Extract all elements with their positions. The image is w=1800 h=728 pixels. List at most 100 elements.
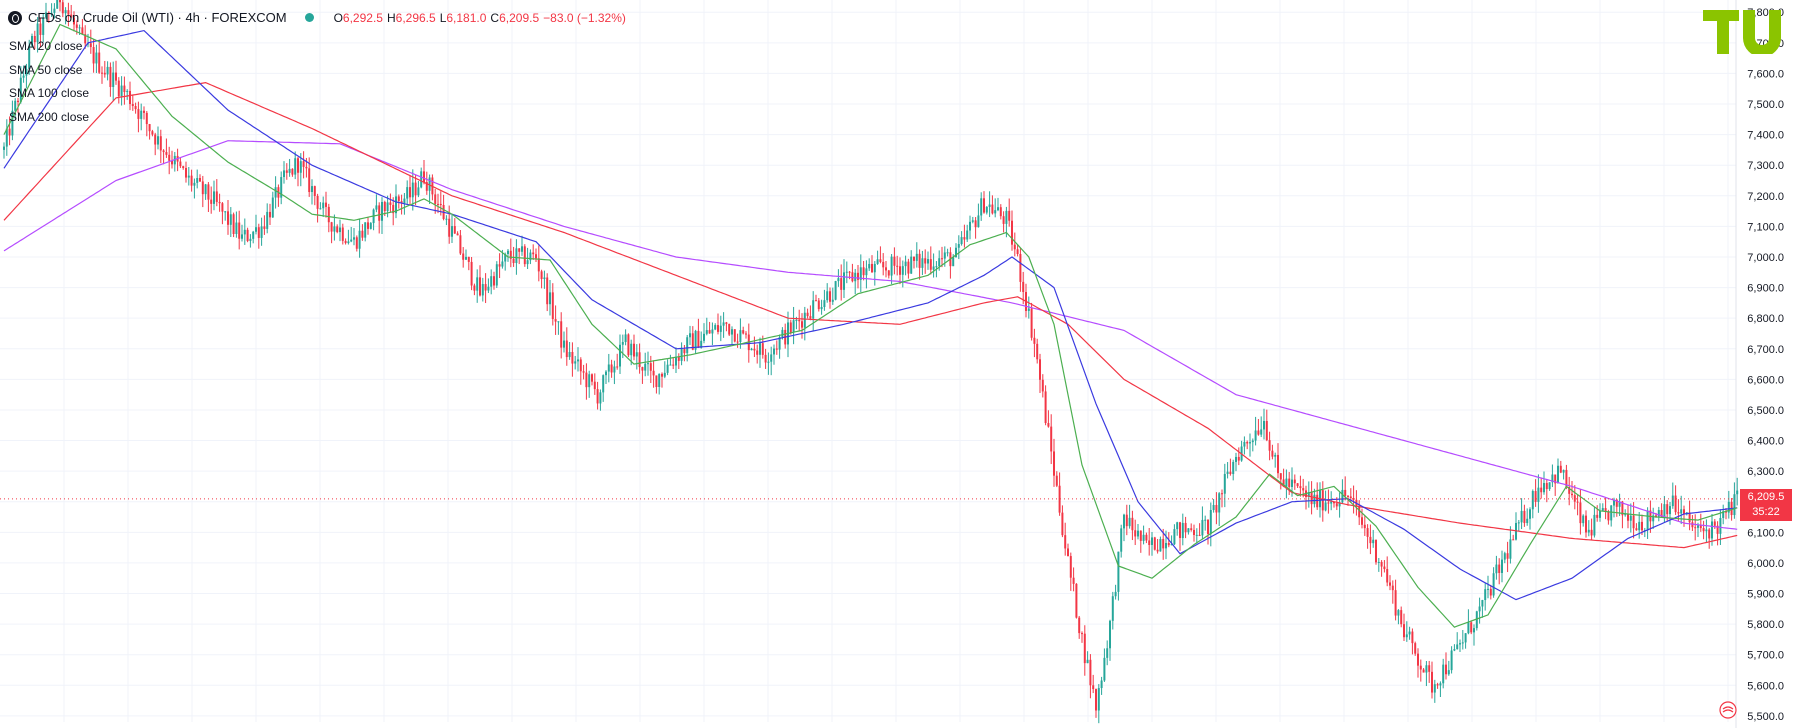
- y-tick-label: 6,000.0: [1747, 558, 1784, 570]
- candle-body: [1268, 440, 1271, 451]
- candle-body: [1349, 496, 1352, 499]
- candle-body: [991, 204, 994, 214]
- candle-body: [1372, 539, 1375, 544]
- candle-body: [235, 222, 238, 234]
- candle-body: [512, 258, 515, 264]
- candle-body: [148, 124, 151, 132]
- candle-body: [767, 361, 770, 363]
- candle-body: [1551, 474, 1554, 483]
- candle-body: [795, 319, 798, 321]
- ohlc-value: 6,209.5: [499, 10, 540, 25]
- candle-body: [717, 325, 719, 332]
- candle-body: [543, 277, 546, 280]
- candle-body: [243, 229, 246, 235]
- ohlc-key: C: [490, 10, 500, 25]
- candle-body: [425, 182, 428, 191]
- chart-settings-icon[interactable]: [1719, 701, 1737, 719]
- candle-body: [1125, 514, 1128, 527]
- candle-body: [347, 241, 350, 244]
- candle-body: [185, 167, 187, 178]
- candle-body: [1380, 561, 1383, 567]
- legend-sma20[interactable]: SMA 20 close: [9, 39, 83, 53]
- legend-sma200[interactable]: SMA 200 close: [9, 109, 90, 124]
- candle-body: [1120, 528, 1123, 552]
- candle-body: [1019, 253, 1022, 282]
- candle-body: [1694, 527, 1697, 529]
- candle-body: [14, 100, 17, 111]
- candle-body: [1638, 521, 1641, 531]
- candle-body: [1369, 536, 1372, 544]
- legend-sma50[interactable]: SMA 50 close: [9, 62, 83, 77]
- candle-body: [927, 259, 929, 264]
- candle-body: [843, 272, 845, 290]
- candle-body: [820, 307, 823, 310]
- candle-body: [112, 72, 115, 87]
- candle-body: [1246, 441, 1249, 444]
- candle-body: [229, 214, 232, 225]
- candle-body: [1503, 553, 1506, 560]
- candle-body: [806, 312, 809, 317]
- candle-body: [1181, 522, 1184, 539]
- candle-body: [932, 266, 935, 270]
- candle-body: [960, 237, 963, 245]
- candle-body: [448, 218, 451, 237]
- y-tick-label: 7,600.0: [1747, 68, 1784, 80]
- tradingview-logo-icon[interactable]: [1703, 10, 1789, 54]
- candle-body: [663, 372, 666, 377]
- candle-body: [781, 329, 784, 338]
- candle-body: [400, 201, 403, 204]
- candle-body: [831, 299, 834, 302]
- candle-body: [1341, 489, 1344, 503]
- candle-body: [367, 222, 369, 229]
- candle-body: [1377, 561, 1380, 563]
- candle-body: [1016, 249, 1019, 254]
- candle-body: [1137, 530, 1139, 537]
- candle-body: [563, 340, 565, 348]
- candle-body: [871, 263, 873, 273]
- ohlc-value: 6,296.5: [395, 10, 436, 25]
- y-tick-label: 7,300.0: [1747, 160, 1784, 172]
- candle-body: [1529, 509, 1531, 519]
- candle-body: [1419, 665, 1422, 670]
- candle-body: [1008, 210, 1011, 221]
- candle-body: [361, 230, 364, 238]
- candle-body: [269, 211, 271, 218]
- candle-body: [1212, 504, 1215, 510]
- candle-body: [1176, 522, 1179, 530]
- candle-body: [1559, 465, 1562, 473]
- candle-body: [1450, 650, 1453, 671]
- candle-body: [1134, 530, 1137, 537]
- candle-body: [1215, 504, 1218, 513]
- candle-body: [1447, 670, 1450, 675]
- candle-body: [299, 161, 302, 173]
- candle-body: [691, 333, 694, 350]
- candle-body: [955, 247, 957, 258]
- candle-body: [1265, 420, 1268, 441]
- candle-body: [1487, 588, 1489, 590]
- candle-body: [1299, 486, 1302, 489]
- candle-body: [397, 196, 400, 202]
- candle-body: [1691, 522, 1694, 528]
- candle-body: [274, 187, 277, 198]
- candle-body: [627, 334, 630, 356]
- candle-body: [1047, 423, 1050, 427]
- candle-body: [1389, 582, 1391, 586]
- legend-sma100[interactable]: SMA 100 close: [9, 86, 90, 100]
- candle-body: [602, 375, 605, 393]
- candle-body: [294, 158, 297, 175]
- candle-body: [613, 366, 616, 373]
- candle-body: [1106, 648, 1109, 658]
- candle-body: [983, 198, 985, 213]
- candle-body: [736, 341, 739, 343]
- candle-body: [1613, 499, 1615, 506]
- candle-body: [792, 320, 795, 333]
- symbol-title[interactable]: CFDs on Crude Oil (WTI) · 4h · FOREXCOM: [28, 10, 287, 25]
- candle-body: [907, 261, 910, 274]
- candle-body: [1663, 504, 1666, 518]
- candle-body: [31, 35, 33, 46]
- y-tick-label: 6,600.0: [1747, 374, 1784, 386]
- candle-body: [305, 166, 308, 169]
- candle-body: [759, 343, 761, 355]
- candle-body: [1534, 491, 1537, 502]
